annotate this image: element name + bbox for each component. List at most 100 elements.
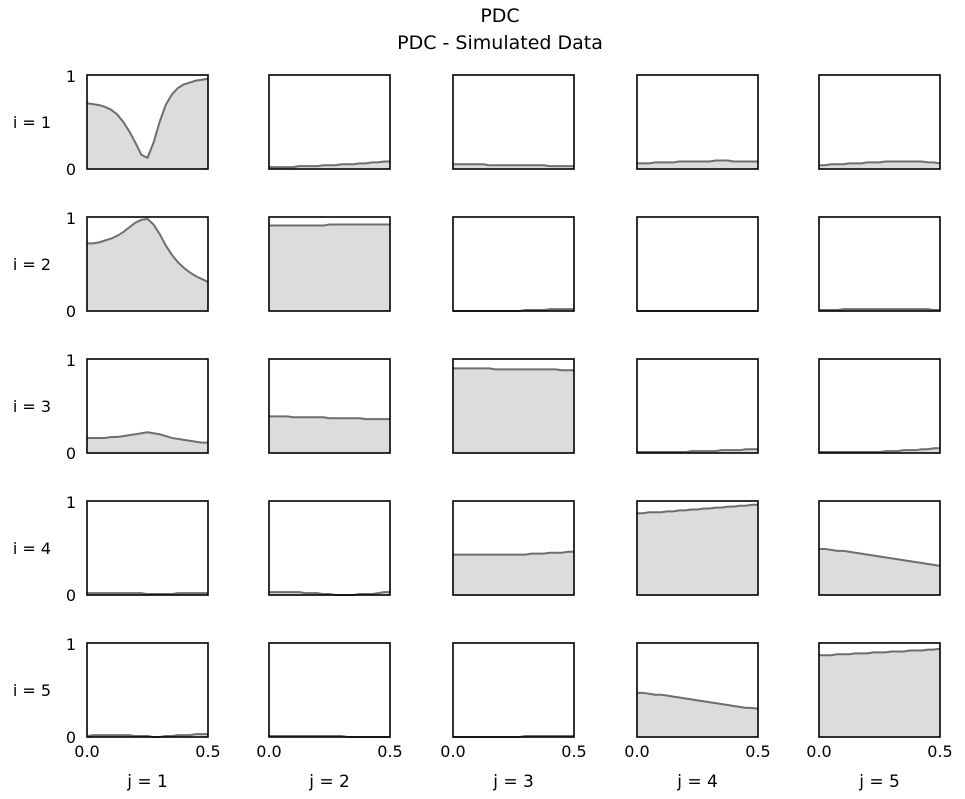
panel-frame <box>636 216 759 312</box>
panel-i1-j5 <box>818 74 941 170</box>
col-label: j = 1 <box>126 772 168 792</box>
pdc-area-fill <box>453 368 574 453</box>
x-tick-label: 0.0 <box>74 742 99 761</box>
x-tick-label: 0.5 <box>195 742 220 761</box>
pdc-line <box>86 77 209 160</box>
panel-frame <box>452 358 575 454</box>
pdc-area-fill <box>637 692 758 737</box>
panel-frame <box>268 216 391 312</box>
col-label: j = 5 <box>858 772 900 792</box>
x-tick-label: 0.0 <box>440 742 465 761</box>
pdc-line <box>87 592 208 596</box>
pdc-area-fill <box>819 448 940 453</box>
panel-i5-j4 <box>636 642 759 738</box>
panel-frame <box>636 74 759 170</box>
x-tick-label: 0.0 <box>806 742 831 761</box>
pdc-area-fill <box>819 648 940 737</box>
panel-frame <box>452 216 575 312</box>
row-label: i = 5 <box>13 681 51 700</box>
panel-frame <box>268 358 391 454</box>
panel-frame <box>268 500 391 596</box>
pdc-area-fill <box>453 551 574 595</box>
y-tick-label: 0 <box>66 160 76 179</box>
pdc-line <box>637 448 758 454</box>
pdc-line <box>819 547 941 567</box>
pdc-line <box>819 160 941 167</box>
panel-i4-j5 <box>818 500 941 596</box>
pdc-line <box>269 415 390 421</box>
panel-i4-j2 <box>268 500 391 596</box>
y-tick-label: 1 <box>66 351 76 370</box>
y-tick-label: 1 <box>66 493 76 512</box>
pdc-area-fill <box>87 432 208 453</box>
panel-i2-j2 <box>268 216 391 312</box>
y-tick-label: 0 <box>66 444 76 463</box>
x-tick-label: 0.5 <box>561 742 586 761</box>
panel-frame <box>818 74 941 170</box>
panel-i3-j5 <box>818 358 941 454</box>
chart-title: PDC <box>480 5 519 27</box>
panel-i3-j1 <box>86 358 209 454</box>
panel-frame <box>636 500 759 596</box>
panel-frame <box>818 358 941 454</box>
x-tick-label: 0.5 <box>745 742 770 761</box>
panel-i5-j1 <box>86 642 209 738</box>
panel-i4-j1 <box>86 500 209 596</box>
panel-frame <box>86 216 209 312</box>
y-tick-label: 0 <box>66 302 76 321</box>
panel-i4-j4 <box>636 500 759 596</box>
panel-i5-j5 <box>818 642 941 738</box>
pdc-line <box>453 163 574 168</box>
panel-i1-j2 <box>268 74 391 170</box>
panel-frame <box>268 642 391 738</box>
pdc-line <box>819 447 940 454</box>
panel-frame <box>818 500 941 596</box>
y-tick-label: 1 <box>66 67 76 86</box>
x-tick-label: 0.0 <box>256 742 281 761</box>
row-label: i = 4 <box>13 539 51 558</box>
pdc-area-fill <box>819 548 940 595</box>
panel-frame <box>452 500 575 596</box>
row-label: i = 2 <box>13 255 51 274</box>
panel-i2-j4 <box>636 216 759 312</box>
pdc-area-fill <box>269 224 390 311</box>
pdc-line <box>269 591 390 596</box>
pdc-line <box>819 647 941 657</box>
pdc-line <box>87 217 209 283</box>
panel-frame <box>86 642 209 738</box>
panel-frame <box>452 642 575 738</box>
pdc-line <box>637 691 759 710</box>
panel-i5-j2 <box>268 642 391 738</box>
panel-frame <box>818 642 941 738</box>
pdc-area-fill <box>87 78 208 169</box>
panel-frame <box>636 358 759 454</box>
panel-i3-j3 <box>452 358 575 454</box>
panel-i2-j1 <box>86 216 209 312</box>
pdc-area-fill <box>87 218 208 311</box>
panel-i5-j3 <box>452 642 575 738</box>
pdc-line <box>86 733 208 738</box>
panel-i2-j5 <box>818 216 941 312</box>
pdc-line <box>87 431 208 444</box>
panel-frame <box>86 358 209 454</box>
panel-frame <box>86 500 209 596</box>
panel-i2-j3 <box>452 216 575 312</box>
panel-i4-j3 <box>452 500 575 596</box>
pdc-line <box>269 223 390 227</box>
panel-i3-j2 <box>268 358 391 454</box>
x-tick-label: 0.5 <box>377 742 402 761</box>
panel-frame <box>86 74 209 170</box>
pdc-line <box>637 503 758 515</box>
pdc-line <box>453 367 574 372</box>
row-label: i = 3 <box>13 397 51 416</box>
pdc-line <box>269 160 390 169</box>
panel-frame <box>818 216 941 312</box>
y-tick-label: 1 <box>66 209 76 228</box>
pdc-line <box>819 308 940 312</box>
pdc-line <box>637 159 758 165</box>
col-label: j = 2 <box>308 772 350 792</box>
panel-frame <box>636 642 759 738</box>
panel-frame <box>268 74 391 170</box>
